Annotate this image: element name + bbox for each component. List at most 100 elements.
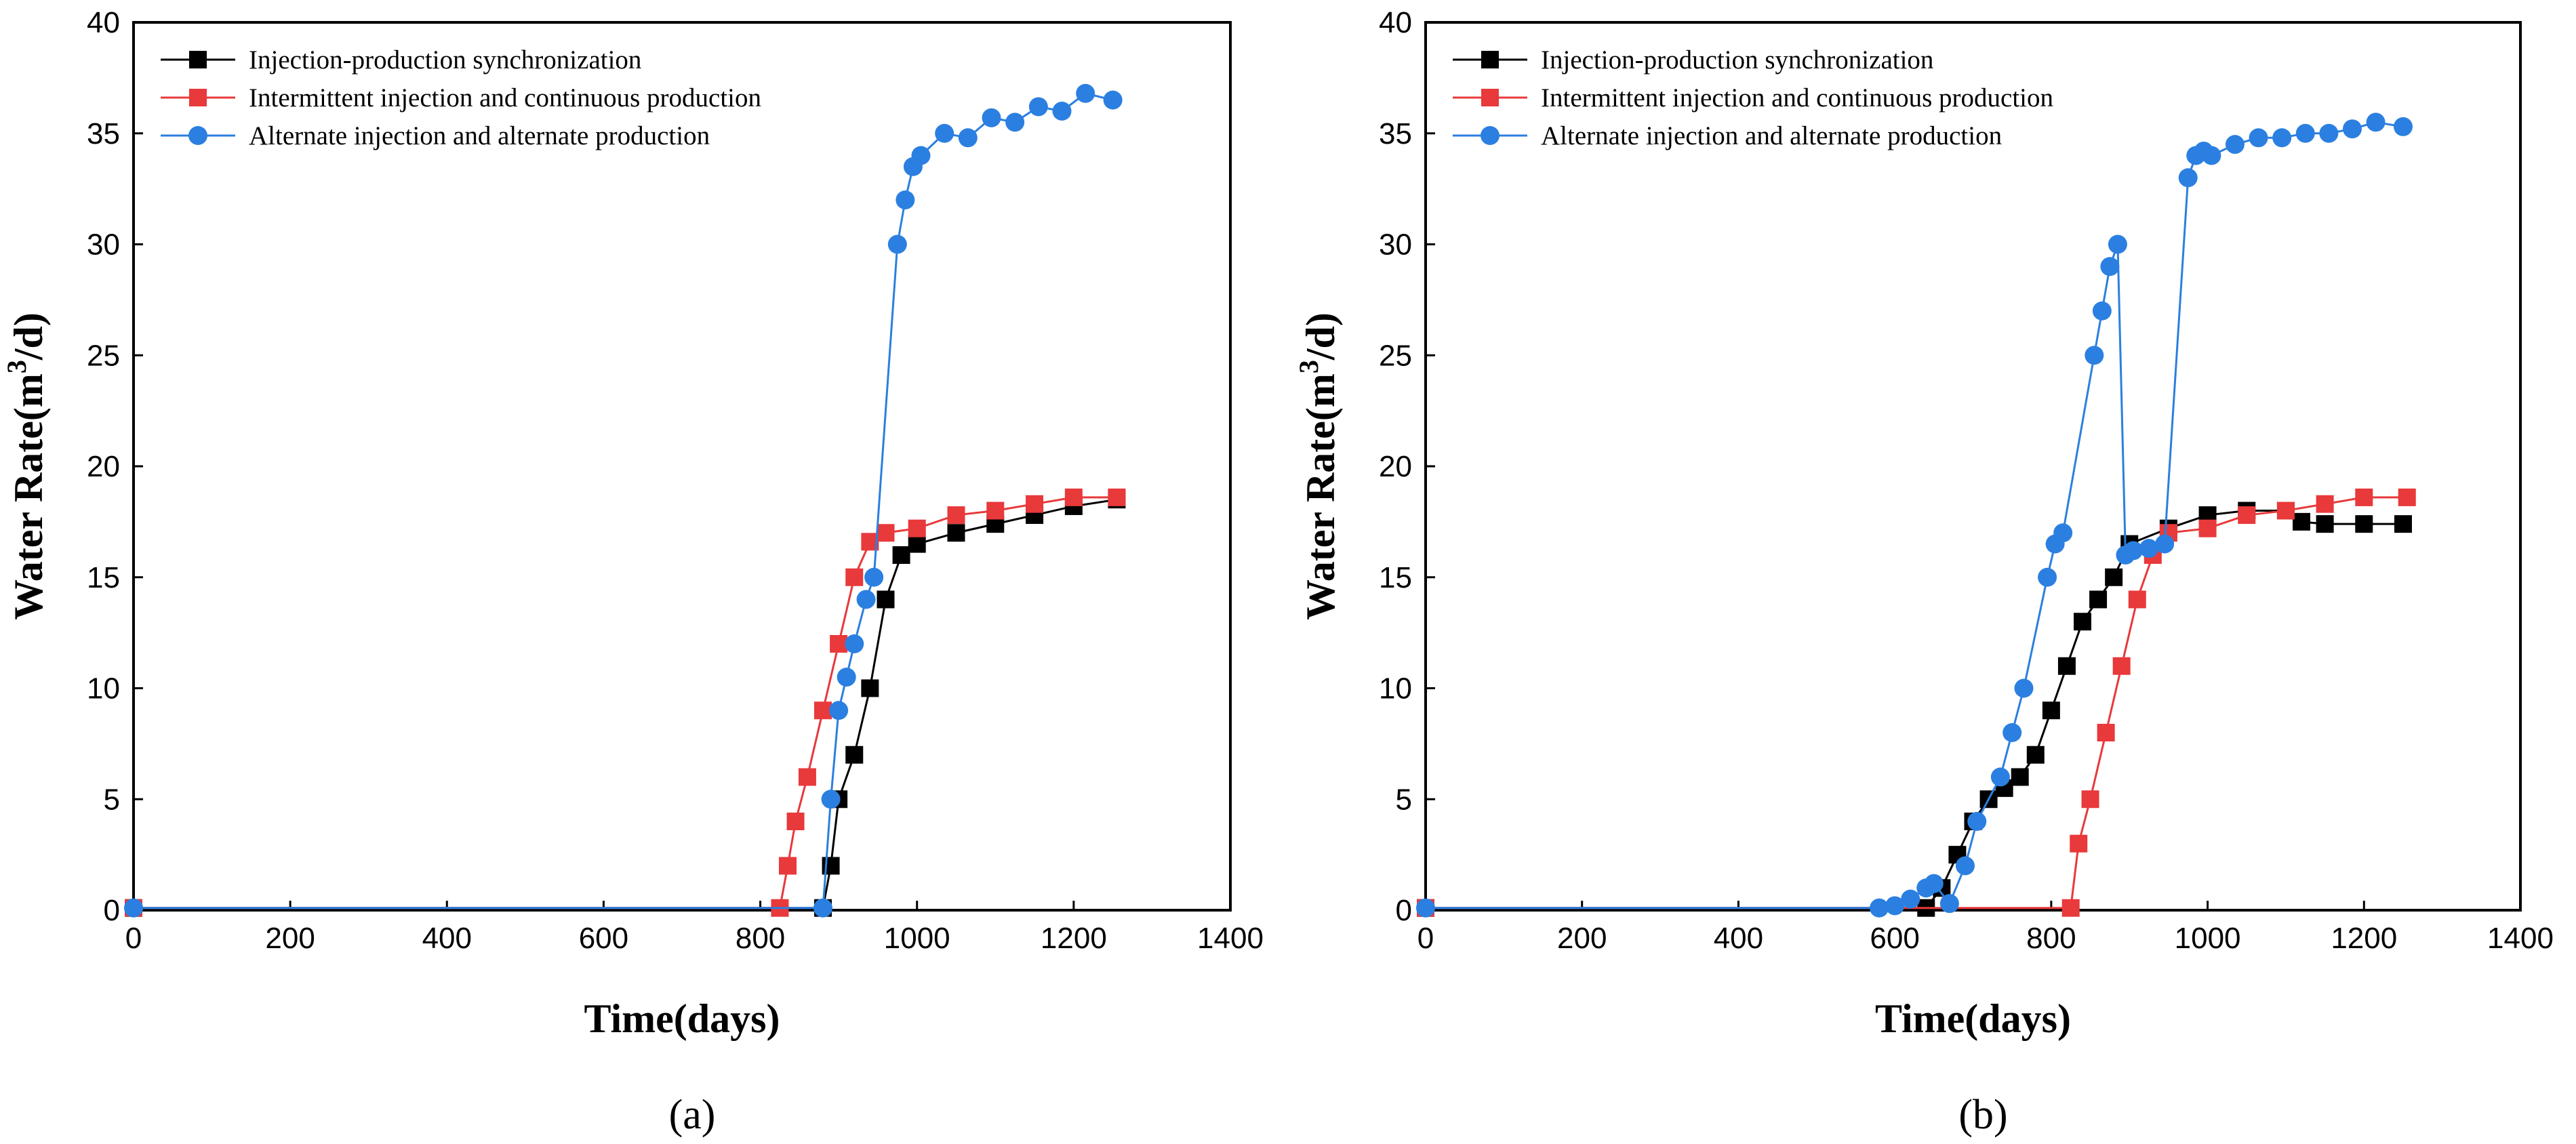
series-line [1426,496,2407,910]
legend-marker [189,51,207,68]
y-tick-label: 25 [87,339,120,372]
legend-label: Injection-production synchronization [249,45,641,75]
panel-label: (b) [1958,1092,2007,1138]
data-point [821,790,841,809]
data-point [2081,790,2099,809]
data-point [2202,146,2221,165]
x-axis-title: Time(days) [1875,996,2071,1041]
series-line [134,92,1113,910]
data-point [1052,102,1072,121]
data-point [1108,488,1126,506]
data-point [1939,894,1959,914]
y-axis-title: Water Rate(m3/d) [1,312,51,620]
y-axis-title-tail: /d) [6,312,51,361]
data-point [798,768,816,786]
data-point [908,519,926,537]
plot-frame [132,21,1232,912]
data-point [814,701,832,720]
data-point [829,701,849,720]
y-tick-label: 30 [87,228,120,262]
x-tick-label: 1200 [1041,922,1107,955]
data-point [2316,515,2334,533]
y-tick-label: 35 [87,117,120,150]
panel-label: (a) [669,1092,716,1138]
x-axis-title: Time(days) [584,996,780,1041]
y-tick-label: 15 [87,561,120,594]
data-point [861,679,879,697]
y-tick-label: 10 [1379,672,1412,706]
x-tick-label: 400 [422,922,472,955]
legend-marker [1481,51,1499,68]
data-point [1028,97,1048,117]
series-line [1426,121,2404,910]
data-point [2011,768,2029,786]
y-tick-label: 20 [1379,450,1412,483]
data-point [864,567,884,587]
y-axis-title-main: Water Rate(m [1298,373,1343,620]
data-point [1967,812,1987,831]
series-line [1426,510,2403,910]
y-tick-label: 20 [87,450,120,483]
y-tick-label: 35 [1379,117,1412,150]
legend: Injection-production synchronization Inte… [1453,45,2053,150]
y-axis-title: Water Rate(m3/d) [1293,312,1343,620]
data-point [895,190,915,209]
data-point [2097,724,2115,741]
data-point [1901,889,1920,909]
y-tick-label: 10 [87,672,120,706]
legend-label: Intermittent injection and continuous pr… [1541,83,2053,113]
y-axis-title-sup: 3 [1,360,32,373]
data-point [2398,488,2416,506]
data-point [2085,346,2104,365]
data-point [1103,90,1123,110]
x-tick-label: 1400 [1197,922,1264,955]
legend-marker [1481,89,1499,106]
y-axis-title-sup: 3 [1293,360,1324,373]
legend-marker [1481,126,1500,145]
data-point [2057,657,2076,675]
x-tick-label: 600 [1870,922,1919,955]
y-tick-label: 30 [1379,228,1412,262]
y-tick-label: 15 [1379,561,1412,594]
data-point [2394,515,2412,533]
data-point [877,524,895,542]
data-point [845,745,864,764]
data-point [1064,488,1083,506]
plot-frame [1424,21,2522,912]
series-alternate [124,83,1123,918]
data-point [1416,898,1435,918]
x-tick-label: 800 [736,922,785,955]
y-axis-title-main: Water Rate(m [6,373,51,620]
data-point [1005,113,1025,132]
data-point [2238,506,2256,525]
data-point [1924,874,1944,893]
x-tick-label: 1000 [884,922,950,955]
legend-marker [189,89,207,106]
data-point [2342,119,2362,139]
data-point [2355,515,2373,533]
data-point [2100,257,2120,277]
data-point [786,813,805,830]
y-tick-label: 5 [1396,783,1412,816]
x-tick-label: 1200 [2331,922,2397,955]
legend-label: Intermittent injection and continuous pr… [249,83,761,113]
data-point [947,524,965,542]
data-point [947,506,965,525]
series-line [134,496,1117,910]
data-point [1026,495,1044,513]
legend-label: Alternate injection and alternate produc… [249,121,710,150]
y-tick-label: 0 [104,894,120,927]
data-point [2393,117,2413,136]
y-tick-label: 40 [1379,6,1412,39]
data-point [2108,234,2127,254]
data-point [2366,113,2386,132]
data-point [2070,834,2088,853]
y-tick-label: 5 [104,783,120,816]
data-point [2249,128,2268,148]
data-point [2074,613,2091,631]
data-point [779,857,797,875]
data-point [813,898,833,918]
data-point [1870,898,1889,918]
series-intermittent [125,488,1126,917]
data-point [911,146,931,165]
